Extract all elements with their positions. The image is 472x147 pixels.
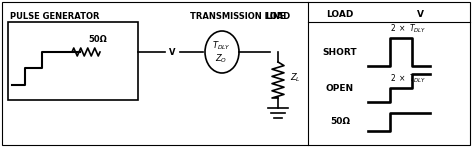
Text: LOAD: LOAD [326, 10, 354, 19]
Text: OPEN: OPEN [326, 83, 354, 92]
Text: LOAD: LOAD [265, 12, 291, 21]
Text: PULSE GENERATOR: PULSE GENERATOR [10, 12, 100, 21]
Text: $2\ \times\ T_{DLY}$: $2\ \times\ T_{DLY}$ [390, 72, 427, 85]
Text: $Z_O$: $Z_O$ [215, 53, 227, 65]
Text: V: V [169, 47, 175, 56]
Text: $T_{DLY}$: $T_{DLY}$ [211, 40, 230, 52]
Text: 50Ω: 50Ω [330, 117, 350, 127]
Text: TRANSMISSION LINE: TRANSMISSION LINE [190, 12, 286, 21]
Text: $Z_L$: $Z_L$ [290, 72, 301, 84]
Text: 50Ω: 50Ω [89, 35, 107, 44]
Bar [8, 22, 138, 100]
Text: SHORT: SHORT [323, 47, 357, 56]
Text: V: V [416, 10, 423, 19]
Text: $2\ \times\ T_{DLY}$: $2\ \times\ T_{DLY}$ [390, 22, 427, 35]
